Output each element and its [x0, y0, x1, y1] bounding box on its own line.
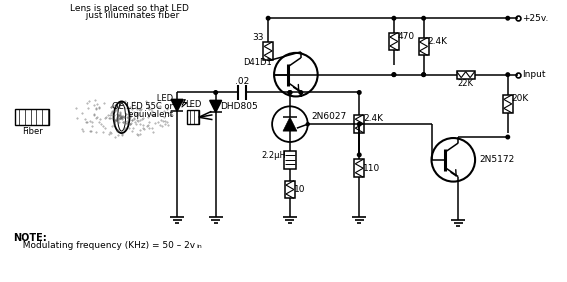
Polygon shape: [171, 100, 183, 111]
Circle shape: [357, 122, 361, 126]
Text: 2N5172: 2N5172: [479, 155, 514, 164]
Text: 2.4K: 2.4K: [428, 37, 447, 46]
Circle shape: [422, 16, 425, 20]
Text: Fiber: Fiber: [22, 127, 43, 136]
Circle shape: [422, 73, 425, 76]
Circle shape: [299, 91, 303, 94]
Circle shape: [357, 153, 361, 157]
Text: +25v.: +25v.: [522, 14, 548, 23]
Circle shape: [506, 135, 510, 139]
Text: D41D1: D41D1: [243, 58, 272, 67]
Circle shape: [392, 73, 396, 76]
Text: Modulating frequency (KHz) = 50 – 2v: Modulating frequency (KHz) = 50 – 2v: [16, 241, 195, 250]
Text: DHD805: DHD805: [219, 102, 257, 111]
Text: LED: LED: [141, 94, 173, 103]
Text: 470: 470: [398, 32, 415, 41]
Text: LED: LED: [185, 100, 201, 109]
Circle shape: [306, 123, 309, 126]
Polygon shape: [283, 117, 297, 131]
Circle shape: [422, 73, 425, 76]
Text: GE LED 55C or: GE LED 55C or: [112, 102, 173, 111]
Bar: [15, 109, 49, 125]
Text: .02: .02: [235, 77, 249, 86]
Text: equivalent: equivalent: [123, 110, 173, 119]
Text: 20K: 20K: [512, 94, 529, 103]
Text: 33: 33: [253, 32, 264, 41]
Circle shape: [214, 91, 218, 94]
Text: just illuminates fiber: just illuminates fiber: [80, 11, 179, 20]
Text: Lens is placed so that LED: Lens is placed so that LED: [70, 4, 189, 13]
Circle shape: [506, 16, 510, 20]
Circle shape: [266, 16, 270, 20]
Circle shape: [392, 16, 396, 20]
Text: 2.2μH: 2.2μH: [261, 151, 286, 160]
Text: Input: Input: [522, 70, 545, 79]
Text: in: in: [197, 244, 202, 249]
Circle shape: [288, 91, 291, 94]
Circle shape: [357, 91, 361, 94]
Polygon shape: [210, 100, 222, 112]
Text: 2N6027: 2N6027: [312, 112, 347, 121]
Circle shape: [392, 73, 396, 76]
Circle shape: [506, 73, 510, 76]
Bar: [187, 110, 199, 124]
Circle shape: [288, 91, 291, 94]
Text: 110: 110: [363, 164, 380, 173]
Text: 10: 10: [294, 185, 306, 194]
Text: NOTE:: NOTE:: [12, 233, 46, 243]
Text: 22K: 22K: [458, 79, 473, 88]
Text: 2.4K: 2.4K: [363, 114, 383, 123]
